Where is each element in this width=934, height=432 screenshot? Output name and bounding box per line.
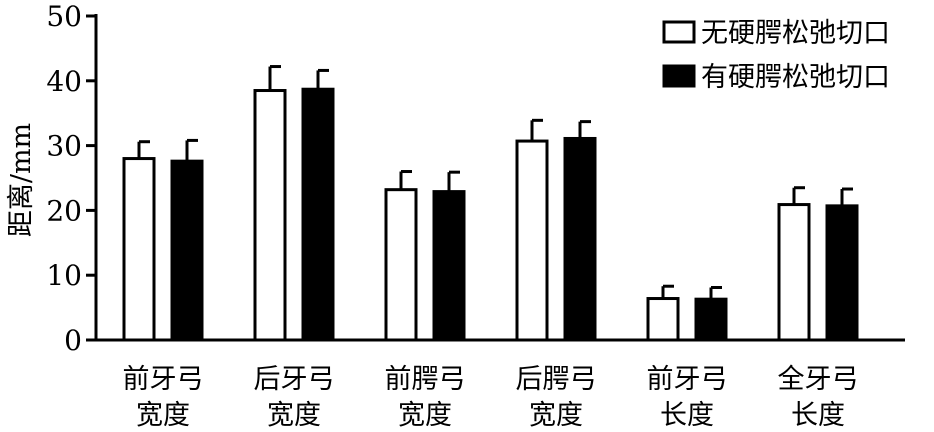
legend-entry: 无硬腭松弛切口	[701, 18, 890, 49]
bar-series-1	[646, 297, 680, 342]
y-tick-label: 10	[46, 259, 82, 292]
y-tick-label: 40	[46, 65, 82, 98]
bar-series-2	[170, 159, 204, 342]
y-tick-label: 0	[64, 324, 82, 357]
bars	[122, 65, 859, 342]
x-tick-label: 前牙弓	[647, 364, 728, 395]
bar-series-1	[384, 188, 418, 342]
legend-entry: 有硬腭松弛切口	[701, 62, 890, 93]
x-tick-label: 长度	[791, 400, 845, 431]
y-axis-label: 距离/mm	[6, 123, 37, 237]
legend-swatch	[662, 20, 696, 44]
x-tick-label: 后腭弓	[516, 364, 597, 395]
bar-series-1	[122, 157, 156, 342]
bar-series-2	[301, 87, 335, 342]
y-tick-label: 20	[46, 194, 82, 227]
x-tick-label: 全牙弓	[778, 364, 859, 395]
x-tick-label: 宽度	[267, 400, 321, 431]
x-tick-label: 前牙弓	[123, 364, 204, 395]
bar-series-2	[694, 297, 728, 342]
y-tick-label: 50	[46, 0, 82, 33]
x-tick-label: 后牙弓	[254, 364, 335, 395]
bar-series-2	[563, 136, 597, 342]
x-tick-label: 宽度	[136, 400, 190, 431]
x-tick-label: 宽度	[398, 400, 452, 431]
bar-series-1	[515, 139, 549, 342]
x-tick-label: 前腭弓	[385, 364, 466, 395]
x-tick-label: 宽度	[529, 400, 583, 431]
axes: 0 10 20 30 40 50	[46, 0, 905, 357]
legend-swatch	[662, 64, 696, 88]
bar-series-1	[777, 203, 811, 342]
x-tick-label: 长度	[660, 400, 714, 431]
y-tick-label: 30	[46, 130, 82, 163]
bar-series-1	[253, 89, 287, 342]
bar-series-2	[825, 204, 859, 342]
bar-series-2	[432, 190, 466, 342]
